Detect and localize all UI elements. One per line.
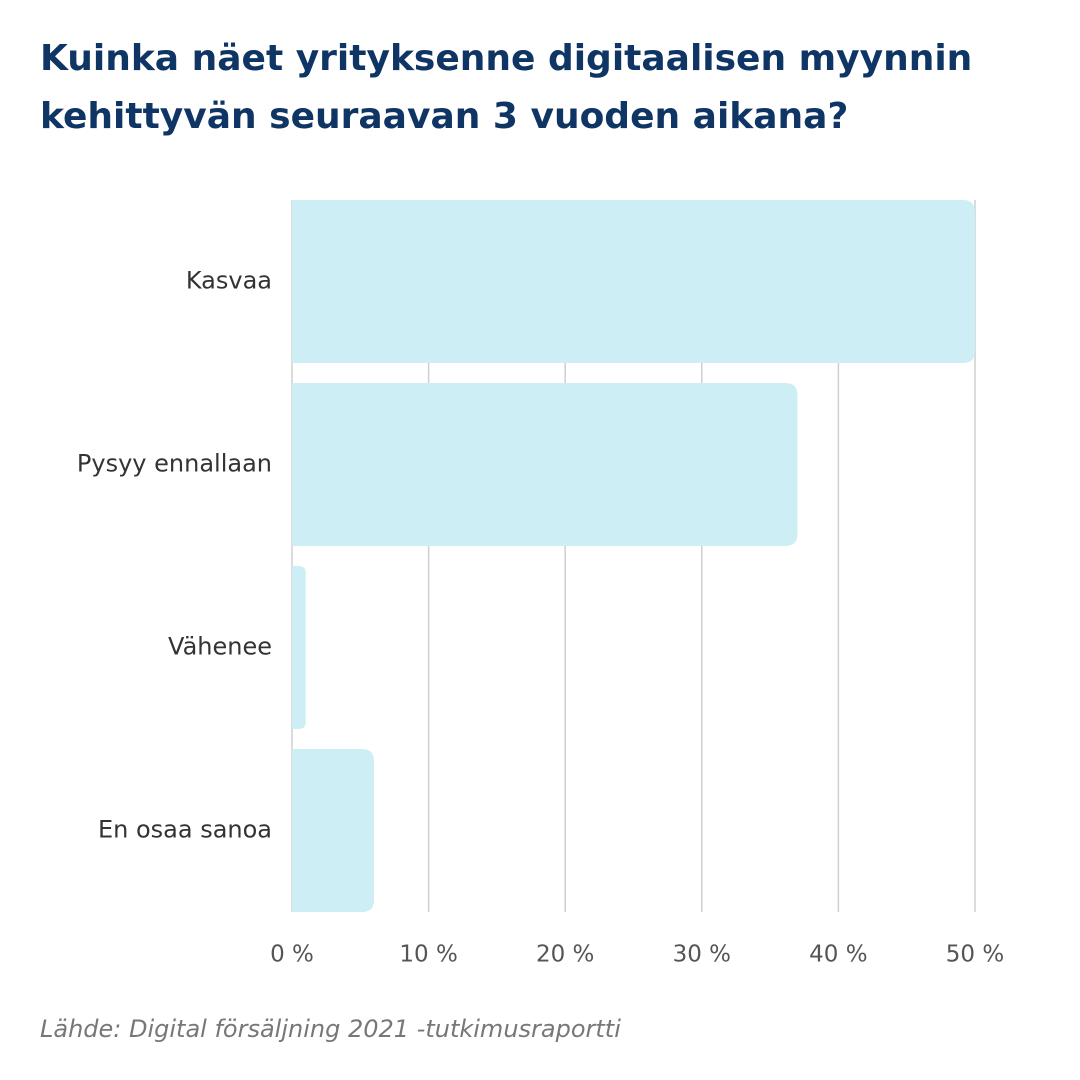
category-label: Vähenee [168,633,272,661]
bar [292,566,306,729]
x-tick-label: 40 % [809,942,867,968]
x-tick-label: 50 % [946,942,1004,968]
source-note: Lähde: Digital försäljning 2021 -tutkimu… [40,1015,621,1043]
category-label: Kasvaa [186,267,272,295]
category-label: Pysyy ennallaan [77,450,272,478]
x-tick-label: 20 % [536,942,594,968]
x-tick-label: 0 % [270,942,314,968]
x-tick-label: 10 % [399,942,457,968]
category-labels: Kasvaa Pysyy ennallaan Vähenee En osaa sano… [77,267,272,844]
bar [292,200,975,363]
category-label: En osaa sanoa [98,816,272,844]
chart-title-line-2: kehittyvän seuraavan 3 vuoden aikana? [40,96,849,137]
bar [292,749,374,912]
bar [292,383,798,546]
x-axis-tick-labels: 0 % 10 % 20 % 30 % 40 % 50 % [270,942,1004,968]
x-tick-label: 30 % [673,942,731,968]
bar-chart: Kasvaa Pysyy ennallaan Vähenee En osaa sano… [77,200,1004,968]
chart-title: Kuinka näet yrityksenne digitaalisen myy… [40,30,1040,146]
chart-title-line-1: Kuinka näet yrityksenne digitaalisen myy… [40,38,973,79]
bars [292,200,975,912]
